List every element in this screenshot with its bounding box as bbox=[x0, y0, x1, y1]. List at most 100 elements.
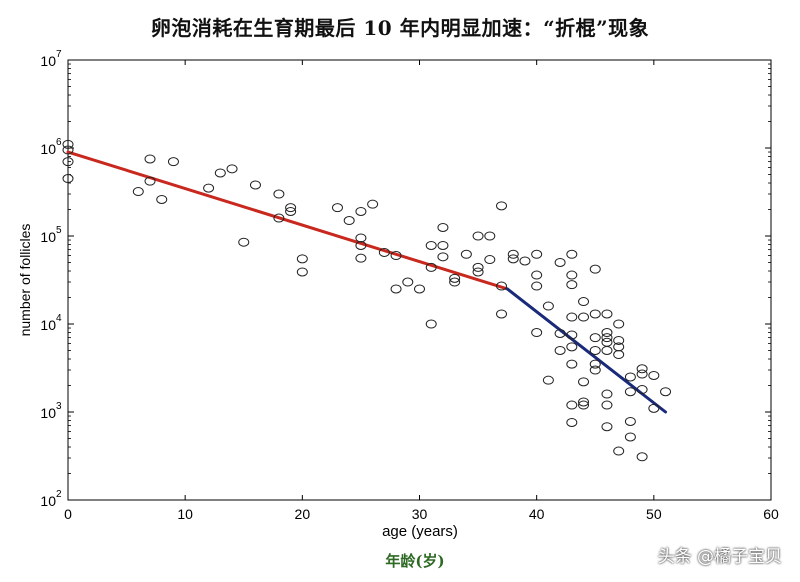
chinese-x-axis-label: 年龄(岁) bbox=[385, 552, 445, 570]
data-point bbox=[449, 273, 461, 283]
data-point bbox=[273, 189, 285, 199]
data-point bbox=[472, 262, 484, 272]
data-point bbox=[601, 400, 613, 410]
x-axis-ticks: 0 10 20 30 40 50 60 bbox=[64, 60, 779, 522]
data-point bbox=[566, 312, 578, 322]
data-point bbox=[636, 452, 648, 462]
y-tick-exponent: 7 bbox=[56, 49, 62, 60]
data-point bbox=[144, 176, 156, 186]
data-point bbox=[414, 284, 425, 294]
data-point bbox=[62, 139, 74, 149]
data-point bbox=[296, 254, 308, 264]
data-point bbox=[566, 417, 578, 427]
data-point bbox=[554, 257, 566, 267]
data-point bbox=[624, 372, 636, 382]
data-point bbox=[578, 297, 590, 307]
data-point bbox=[660, 387, 672, 397]
x-axis-label: age (years) bbox=[382, 523, 458, 540]
data-point bbox=[566, 270, 578, 280]
data-point bbox=[531, 281, 543, 291]
y-tick-exponent: 6 bbox=[56, 137, 62, 148]
data-point bbox=[484, 255, 496, 265]
y-tick-base: 10 bbox=[40, 53, 56, 69]
y-tick-exponent: 4 bbox=[56, 313, 62, 324]
y-tick-base: 10 bbox=[40, 493, 56, 509]
data-point bbox=[648, 403, 660, 413]
y-tick-label: 10 bbox=[40, 53, 56, 69]
data-point bbox=[226, 164, 238, 174]
data-point bbox=[636, 385, 648, 395]
data-point bbox=[496, 281, 508, 291]
data-point bbox=[636, 369, 648, 379]
data-point bbox=[249, 180, 261, 190]
data-point bbox=[285, 206, 297, 216]
y-tick-label: 10 bbox=[40, 493, 56, 509]
data-point bbox=[601, 337, 613, 347]
data-point bbox=[519, 256, 531, 266]
data-point bbox=[390, 284, 402, 294]
data-point bbox=[62, 145, 74, 155]
data-point bbox=[355, 240, 367, 250]
data-point bbox=[238, 237, 250, 247]
data-point bbox=[355, 233, 367, 243]
data-point bbox=[531, 270, 543, 280]
x-tick-label: 60 bbox=[763, 506, 779, 522]
data-point bbox=[613, 335, 625, 345]
data-point bbox=[355, 253, 367, 263]
data-point bbox=[589, 359, 601, 369]
y-tick-base: 10 bbox=[40, 141, 56, 157]
data-point bbox=[355, 206, 367, 216]
data-point bbox=[507, 254, 519, 264]
y-tick-label: 10 bbox=[40, 229, 56, 245]
red-trend-line bbox=[66, 150, 509, 291]
data-point bbox=[214, 168, 226, 178]
data-point bbox=[203, 183, 215, 193]
data-point bbox=[496, 201, 508, 211]
data-point bbox=[343, 216, 355, 226]
y-tick-base: 10 bbox=[40, 405, 56, 421]
data-point bbox=[589, 264, 601, 274]
data-point bbox=[589, 309, 601, 319]
data-point bbox=[613, 350, 625, 360]
data-point bbox=[566, 342, 578, 352]
data-point bbox=[601, 422, 613, 432]
y-tick-exponent: 3 bbox=[56, 401, 62, 412]
data-point bbox=[542, 375, 554, 385]
y-tick-exponent: 2 bbox=[56, 489, 62, 500]
data-point bbox=[613, 446, 625, 456]
chart-title: 卵泡消耗在生育期最后 10 年内明显加速：“折棍”现象 bbox=[150, 16, 650, 40]
data-point bbox=[472, 231, 484, 241]
data-point bbox=[132, 187, 144, 197]
y-tick-label: 10 bbox=[40, 405, 56, 421]
blue-trend-line bbox=[505, 287, 668, 414]
data-point bbox=[613, 319, 625, 329]
data-point bbox=[167, 157, 179, 167]
y-tick-label: 10 bbox=[40, 317, 56, 333]
watermark: 头条 @橘子宝贝 bbox=[657, 547, 782, 567]
data-point bbox=[437, 240, 449, 250]
data-point bbox=[554, 345, 566, 355]
data-point bbox=[62, 157, 74, 167]
y-axis-label: number of follicles bbox=[17, 224, 33, 337]
y-tick-base: 10 bbox=[40, 229, 56, 245]
x-tick-label: 0 bbox=[64, 506, 72, 522]
data-point bbox=[566, 359, 578, 369]
data-point bbox=[648, 370, 660, 380]
data-point bbox=[578, 400, 590, 410]
data-point bbox=[460, 249, 472, 259]
data-point bbox=[425, 262, 437, 272]
data-point bbox=[296, 267, 308, 277]
data-point bbox=[425, 240, 437, 250]
data-point bbox=[331, 203, 343, 213]
data-point bbox=[531, 328, 543, 338]
data-point bbox=[62, 174, 74, 184]
x-tick-label: 30 bbox=[412, 506, 428, 522]
data-point bbox=[437, 222, 449, 232]
trend-lines bbox=[66, 150, 668, 414]
y-tick-base: 10 bbox=[40, 317, 56, 333]
data-point bbox=[601, 333, 613, 343]
x-tick-label: 20 bbox=[295, 506, 311, 522]
data-point bbox=[566, 330, 578, 340]
data-point bbox=[531, 249, 543, 259]
